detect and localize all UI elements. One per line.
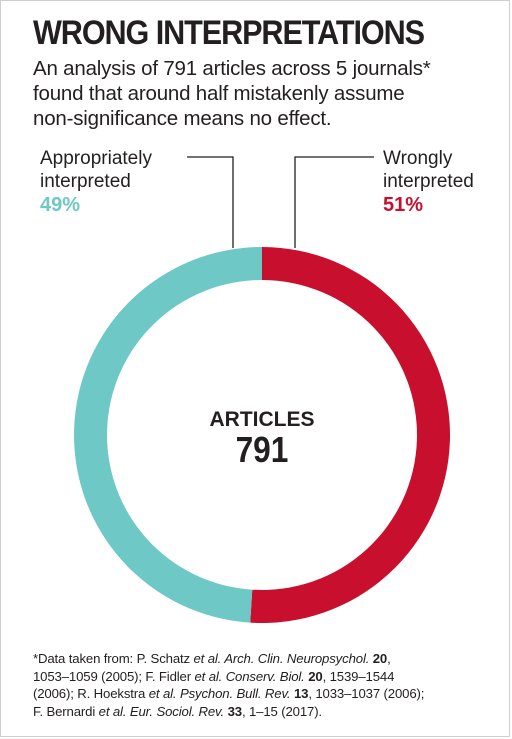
callout-label-line: interpreted <box>40 171 131 192</box>
callout-leader-right <box>294 156 374 248</box>
callout-percentage: 51% <box>383 194 424 216</box>
callout-appropriately-interpreted: Appropriately interpreted 49% <box>40 147 152 217</box>
callout-wrongly-interpreted: Wrongly interpreted 51% <box>383 147 474 217</box>
center-value: 791 <box>236 430 289 470</box>
footnote-text: et al. Conserv. Biol. <box>194 668 305 684</box>
footnote-text: 20 <box>308 668 323 684</box>
footnote-text: , 1–15 (2017). <box>241 703 322 719</box>
callout-percentage: 49% <box>40 194 81 216</box>
footnote-line: F. Bernardi et al. Eur. Sociol. Rev. 33,… <box>33 703 503 721</box>
callout-label-line: Wrongly <box>383 148 453 169</box>
callout-leader-left <box>187 156 234 248</box>
footnote-text: (2006); R. Hoekstra <box>33 686 149 701</box>
footnote-line: 1053–1059 (2005); F. Fidler et al. Conse… <box>33 668 503 686</box>
footnote-line: (2006); R. Hoekstra et al. Psychon. Bull… <box>33 685 503 703</box>
footnote-line: *Data taken from: P. Schatz et al. Arch.… <box>33 650 503 668</box>
footnote-text: et al. Eur. Sociol. Rev. <box>98 703 225 719</box>
chart-title: WRONG INTERPRETATIONS <box>33 14 425 52</box>
footnote-text: 1053–1059 (2005); F. Fidler <box>33 668 195 684</box>
chart-subtitle: An analysis of 791 articles across 5 jou… <box>33 56 503 131</box>
callout-label-line: Appropriately <box>40 148 152 169</box>
footnote-text: , 1033–1037 (2006); <box>308 686 425 701</box>
footnote-text: 20 <box>372 651 388 666</box>
footnote-text: *Data taken from: P. Schatz <box>33 651 194 666</box>
footnote-text: 33 <box>227 703 243 719</box>
footnote-text: 13 <box>293 686 309 701</box>
donut-slice-wrongly-interpreted <box>250 247 451 623</box>
subtitle-line: found that around half mistakenly assume <box>33 82 405 105</box>
donut-slices <box>74 246 451 623</box>
footnote-text: et al. Arch. Clin. Neuropsychol. <box>193 651 370 666</box>
footnote-text: F. Bernardi <box>33 703 99 719</box>
donut-slice-appropriately-interpreted <box>74 246 262 623</box>
subtitle-line: An analysis of 791 articles across 5 jou… <box>33 57 431 80</box>
callout-label-line: interpreted <box>383 171 474 192</box>
subtitle-line: non-significance means no effect. <box>33 107 332 130</box>
footnote-text: , <box>387 651 391 666</box>
footnote: *Data taken from: P. Schatz et al. Arch.… <box>33 650 503 720</box>
footnote-text: et al. Psychon. Bull. Rev. <box>148 686 291 701</box>
footnote-text: , 1539–1544 <box>322 668 395 684</box>
center-label: ARTICLES <box>210 408 315 431</box>
